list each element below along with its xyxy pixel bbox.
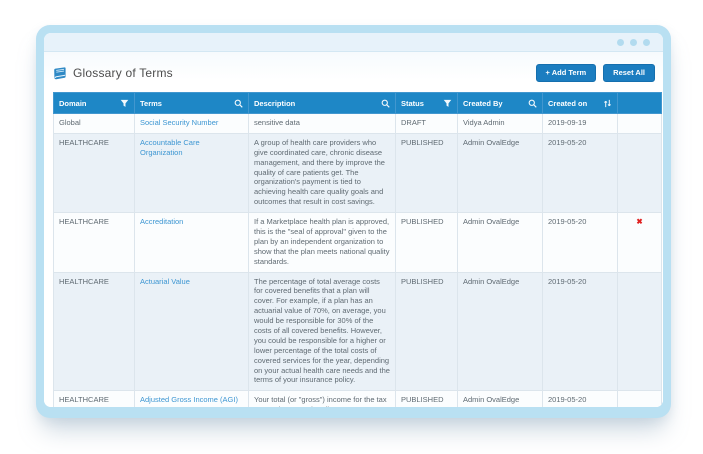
- book-icon: [54, 66, 66, 79]
- reset-all-button[interactable]: Reset All: [603, 64, 655, 82]
- window-dot-icon: [643, 38, 650, 46]
- created-by-cell: Admin OvalEdge: [457, 271, 543, 392]
- status-cell: PUBLISHED: [395, 212, 458, 273]
- created-on-cell: 2019-05-20: [542, 212, 618, 273]
- column-label: Created on: [548, 98, 588, 108]
- status-cell: DRAFT: [395, 113, 458, 134]
- created-on-cell: 2019-05-20: [542, 132, 618, 214]
- created-by-cell: Admin OvalEdge: [457, 212, 543, 273]
- term-link[interactable]: Accreditation: [140, 217, 184, 227]
- column-label: Created By: [463, 98, 503, 108]
- table-row: HEALTHCARE Accountable Care Organization…: [53, 132, 662, 214]
- term-link[interactable]: Social Security Number: [140, 118, 219, 127]
- created-by-cell: Admin OvalEdge: [457, 132, 543, 214]
- created-by-cell: Admin OvalEdge: [457, 390, 543, 407]
- table-row: Global Social Security Number sensitive …: [53, 113, 662, 134]
- term-cell: Accreditation: [134, 212, 249, 273]
- term-cell: Actuarial Value: [134, 271, 249, 392]
- column-label: Description: [254, 98, 296, 108]
- term-link[interactable]: Accountable Care Organization: [140, 137, 200, 157]
- description-cell: A group of health care providers who giv…: [248, 132, 396, 214]
- description-cell: If a Marketplace health plan is approved…: [248, 212, 396, 273]
- term-cell: Social Security Number: [134, 113, 249, 134]
- action-cell: [617, 132, 662, 214]
- search-icon[interactable]: [381, 99, 390, 108]
- created-by-cell: Vidya Admin: [457, 113, 543, 134]
- page-title: Glossary of Terms: [73, 66, 173, 80]
- term-link[interactable]: Adjusted Gross Income (AGI): [140, 395, 238, 405]
- window: Glossary of Terms + Add Term Reset All D…: [44, 33, 663, 407]
- action-cell: [617, 390, 662, 407]
- created-on-cell: 2019-05-20: [542, 390, 618, 407]
- filter-icon[interactable]: [443, 99, 452, 108]
- action-cell: [617, 271, 662, 392]
- status-cell: PUBLISHED: [395, 132, 458, 214]
- term-cell: Adjusted Gross Income (AGI): [134, 390, 249, 407]
- search-icon[interactable]: [528, 99, 537, 108]
- domain-cell: Global: [53, 113, 135, 134]
- action-cell: ✖: [617, 212, 662, 273]
- column-header-created-on[interactable]: Created on: [542, 92, 618, 114]
- column-header-description[interactable]: Description: [248, 92, 396, 114]
- column-header-status[interactable]: Status: [395, 92, 458, 114]
- action-cell: [617, 113, 662, 134]
- domain-cell: HEALTHCARE: [53, 271, 135, 392]
- window-dot-icon: [617, 38, 624, 46]
- window-titlebar: [44, 33, 663, 52]
- column-header-actions: [617, 92, 662, 114]
- created-on-cell: 2019-05-20: [542, 271, 618, 392]
- table-row: HEALTHCARE Accreditation If a Marketplac…: [53, 212, 662, 273]
- domain-cell: HEALTHCARE: [53, 212, 135, 273]
- add-term-button[interactable]: + Add Term: [535, 64, 597, 82]
- column-label: Status: [401, 98, 424, 108]
- created-on-cell: 2019-09-19: [542, 113, 618, 134]
- column-header-terms[interactable]: Terms: [134, 92, 249, 114]
- status-cell: PUBLISHED: [395, 390, 458, 407]
- glossary-table: Domain Terms Description: [53, 92, 662, 407]
- filter-icon[interactable]: [120, 99, 129, 108]
- description-cell: Your total (or "gross") income for the t…: [248, 390, 396, 407]
- window-dot-icon: [630, 38, 637, 46]
- column-header-domain[interactable]: Domain: [53, 92, 135, 114]
- page-header: Glossary of Terms + Add Term Reset All: [53, 60, 655, 86]
- column-header-created-by[interactable]: Created By: [457, 92, 543, 114]
- table-row: HEALTHCARE Actuarial Value The percentag…: [53, 271, 662, 392]
- content-area: Glossary of Terms + Add Term Reset All D…: [44, 52, 663, 407]
- domain-cell: HEALTHCARE: [53, 132, 135, 214]
- term-link[interactable]: Actuarial Value: [140, 276, 190, 286]
- search-icon[interactable]: [234, 99, 243, 108]
- description-cell: sensitive data: [248, 113, 396, 134]
- window-frame: Glossary of Terms + Add Term Reset All D…: [36, 25, 671, 418]
- status-cell: PUBLISHED: [395, 271, 458, 392]
- table-header-row: Domain Terms Description: [53, 92, 662, 114]
- delete-icon[interactable]: ✖: [636, 217, 643, 227]
- sort-icon[interactable]: [603, 99, 612, 108]
- term-cell: Accountable Care Organization: [134, 132, 249, 214]
- column-label: Terms: [140, 98, 162, 108]
- column-label: Domain: [59, 98, 87, 108]
- description-cell: The percentage of total average costs fo…: [248, 271, 396, 392]
- domain-cell: HEALTHCARE: [53, 390, 135, 407]
- table-row: HEALTHCARE Adjusted Gross Income (AGI) Y…: [53, 390, 662, 407]
